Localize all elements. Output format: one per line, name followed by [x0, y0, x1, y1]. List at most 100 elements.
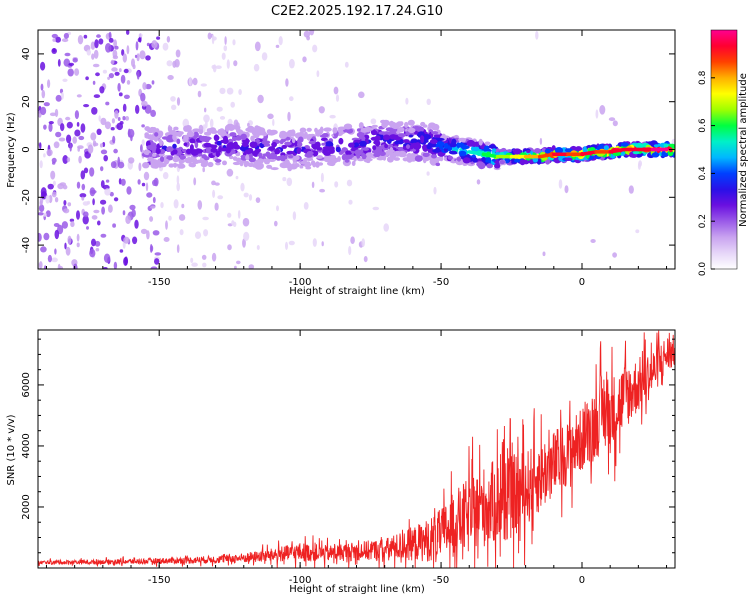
ridge-blob: [456, 142, 461, 149]
ridge-blob: [661, 150, 667, 158]
ridge-blob: [323, 127, 332, 132]
ridge-blob: [373, 153, 381, 158]
noise-speckle: [76, 242, 80, 248]
noise-speckle: [82, 201, 89, 206]
noise-speckle: [40, 83, 44, 91]
noise-speckle: [114, 110, 119, 119]
noise-speckle: [212, 64, 217, 73]
ridge-blob: [358, 122, 364, 129]
ridge-blob: [317, 129, 323, 135]
ridge-blob: [261, 140, 269, 145]
noise-speckle: [236, 260, 241, 265]
ridge-blob: [200, 162, 208, 168]
noise-speckle: [86, 226, 89, 230]
noise-speckle: [72, 58, 78, 63]
x-tick-label: 0: [579, 277, 585, 288]
ridge-core: [580, 150, 598, 157]
ridge-blob: [488, 144, 496, 149]
noise-speckle: [54, 229, 60, 240]
y-tick-label: 2000: [21, 494, 32, 519]
noise-speckle: [150, 109, 157, 117]
ridge-blob: [189, 138, 196, 144]
ridge-blob: [274, 148, 280, 155]
noise-speckle: [122, 103, 127, 112]
noise-speckle: [76, 181, 81, 189]
ridge-blob: [310, 160, 316, 166]
ridge-blob: [383, 134, 391, 141]
noise-speckle: [350, 236, 355, 244]
noise-speckle: [150, 266, 158, 269]
noise-speckle: [93, 49, 99, 59]
noise-speckle: [76, 210, 80, 220]
noise-speckle: [105, 101, 110, 106]
noise-speckle: [539, 137, 543, 145]
noise-speckle: [146, 192, 153, 198]
ridge-blob: [431, 154, 437, 159]
noise-speckle: [119, 249, 124, 253]
ridge-blob: [387, 144, 393, 148]
noise-speckle: [80, 170, 86, 180]
noise-speckle: [257, 94, 264, 104]
ridge-blob: [251, 151, 258, 156]
noise-speckle: [62, 155, 69, 164]
noise-speckle: [59, 182, 67, 186]
y-tick-label: -20: [21, 189, 32, 205]
y-tick-label: 6000: [21, 372, 32, 397]
noise-speckle: [320, 172, 324, 183]
noise-speckle: [73, 263, 78, 269]
noise-speckle: [121, 49, 125, 56]
noise-speckle: [139, 50, 146, 60]
ridge-blob: [284, 141, 292, 146]
noise-speckle: [145, 55, 151, 61]
noise-speckle: [93, 209, 100, 214]
spectrogram-y-axis-label: Frequency (Hz): [6, 112, 17, 188]
y-tick-label: 0: [21, 146, 32, 152]
noise-speckle: [226, 168, 234, 177]
ridge-blob: [370, 129, 377, 136]
ridge-blob: [240, 133, 247, 140]
noise-speckle: [91, 53, 95, 60]
ridge-core: [608, 147, 627, 154]
noise-speckle: [160, 202, 164, 209]
noise-speckle: [68, 62, 75, 66]
ridge-blob: [173, 162, 178, 168]
noise-speckle: [200, 83, 207, 87]
ridge-blob: [315, 161, 320, 168]
noise-speckle: [152, 230, 160, 236]
snr-panel: -150 -100 -50 0 2000 4000 6000 Height of strai…: [6, 329, 676, 595]
noise-speckle: [110, 161, 117, 169]
ridge-blob: [230, 149, 236, 154]
ridge-blob: [222, 160, 227, 166]
noise-speckle: [123, 94, 130, 100]
noise-speckle: [39, 160, 43, 169]
noise-speckle: [92, 63, 100, 68]
ridge-blob: [359, 140, 367, 147]
ridge-blob: [353, 155, 357, 162]
noise-speckle: [309, 30, 315, 36]
ridge-blob: [366, 152, 372, 158]
noise-speckle: [89, 167, 95, 177]
ridge-blob: [235, 157, 242, 163]
ridge-blob: [203, 142, 212, 148]
ridge-blob: [248, 157, 256, 163]
noise-speckle: [248, 264, 255, 269]
ridge-blob: [199, 135, 208, 142]
ridge-blob: [154, 132, 159, 137]
noise-speckle: [179, 229, 184, 236]
noise-speckle: [78, 155, 82, 164]
noise-speckle: [117, 156, 120, 166]
ridge-blob: [291, 137, 296, 144]
noise-speckle: [193, 177, 197, 186]
noise-speckle: [72, 136, 77, 144]
noise-speckle: [127, 128, 131, 138]
noise-speckle: [103, 155, 108, 162]
noise-speckle: [136, 71, 140, 80]
noise-speckle: [129, 204, 136, 211]
noise-speckle: [83, 167, 89, 174]
ridge-blob: [443, 143, 449, 149]
noise-speckle: [69, 218, 75, 222]
noise-speckle: [202, 216, 209, 221]
noise-speckle: [227, 244, 232, 251]
noise-speckle: [370, 118, 377, 125]
ridge-blob: [522, 159, 530, 165]
